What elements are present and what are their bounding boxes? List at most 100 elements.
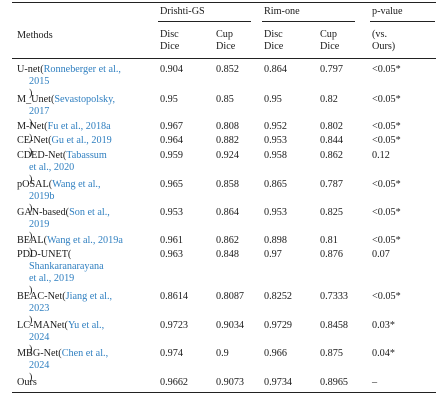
method-name: PDD-UNET( <box>17 249 72 260</box>
header-text: Disc <box>160 29 179 40</box>
method-line: pOSAL(Wang et al., <box>17 179 152 191</box>
disc-dice-rimone-cell: 0.966 <box>264 348 287 359</box>
method-paren: ) <box>29 285 33 296</box>
cup-dice-rimone-cell: 0.7333 <box>320 291 349 302</box>
citation-link[interactable]: 2015 <box>29 76 50 87</box>
cup-dice-drishti-cell: 0.85 <box>216 94 234 105</box>
cup-dice-rimone-cell: 0.862 <box>320 150 343 161</box>
citation-link[interactable]: Tabassum <box>66 150 107 161</box>
group-rule-rimone <box>262 21 355 22</box>
citation-link[interactable]: 2024 <box>29 332 50 343</box>
p-value-cell: – <box>372 377 378 388</box>
method-paren: ) <box>29 133 33 144</box>
method-cell: BEAC-Net(Jiang et al., 2023) <box>17 291 152 327</box>
method-line: U-net(Ronneberger et al., <box>17 64 152 76</box>
cup-dice-drishti-cell: 0.862 <box>216 235 239 246</box>
cup-dice-rimone-cell: 0.787 <box>320 179 343 190</box>
disc-dice-rimone-cell: 0.9729 <box>264 320 293 331</box>
citation-link[interactable]: Gu et al., 2019 <box>51 135 112 146</box>
method-line: et al., 2020 <box>17 162 152 174</box>
disc-dice-drishti-cell: 0.961 <box>160 235 183 246</box>
citation-link[interactable]: Jiang et al., <box>65 291 113 302</box>
method-cell: U-net(Ronneberger et al., 2015) <box>17 64 152 100</box>
disc-dice-rimone-cell: 0.865 <box>264 179 287 190</box>
cup-dice-rimone-cell: 0.797 <box>320 64 343 75</box>
method-line: GAN-based(Son et al., <box>17 207 152 219</box>
citation-link[interactable]: et al., 2020 <box>29 162 75 173</box>
method-line: 2015 <box>17 76 152 88</box>
p-value-cell: 0.07 <box>372 249 390 260</box>
method-line: CE-Net(Gu et al., 2019 <box>17 135 152 147</box>
method-name: M-Net( <box>17 121 48 132</box>
group-rule-pvalue <box>370 21 435 22</box>
method-paren: ) <box>29 174 33 185</box>
table-top-rule <box>12 2 436 3</box>
header-p-value: p-value <box>372 6 403 17</box>
citation-link[interactable]: Wang et al., 2019a <box>47 235 123 246</box>
cup-dice-drishti-cell: 0.9034 <box>216 320 245 331</box>
p-value-cell: <0.05* <box>372 135 401 146</box>
header-text: Cup <box>216 29 233 40</box>
method-paren: ) <box>29 203 33 214</box>
method-line: 2019 <box>17 219 152 231</box>
citation-link[interactable]: 2019b <box>29 191 55 202</box>
header-vs-ours: (vs. Ours) <box>372 29 395 53</box>
citation-link[interactable]: Son et al., <box>69 207 110 218</box>
p-value-cell: <0.05* <box>372 64 401 75</box>
citation-link[interactable]: 2017 <box>29 106 50 117</box>
cup-dice-drishti-cell: 0.858 <box>216 179 239 190</box>
method-line: 2023 <box>17 303 152 315</box>
disc-dice-rimone-cell: 0.8252 <box>264 291 293 302</box>
header-text: Dice <box>160 41 180 52</box>
citation-link[interactable]: et al., 2019 <box>29 273 75 284</box>
disc-dice-drishti-cell: 0.974 <box>160 348 183 359</box>
cup-dice-rimone-cell: 0.875 <box>320 348 343 359</box>
disc-dice-rimone-cell: 0.9734 <box>264 377 293 388</box>
citation-link[interactable]: Yu et al., <box>67 320 105 331</box>
citation-link[interactable]: Shankaranarayana <box>29 261 104 272</box>
method-paren: ) <box>29 247 33 258</box>
method-line: ) <box>17 285 152 297</box>
p-value-cell: <0.05* <box>372 94 401 105</box>
method-line: M-Net(Fu et al., 2018a <box>17 121 152 133</box>
citation-link[interactable]: 2024 <box>29 360 50 371</box>
citation-link[interactable]: Chen et al., <box>61 348 109 359</box>
disc-dice-rimone-cell: 0.953 <box>264 207 287 218</box>
header-cup-dice-rimone: Cup Dice <box>320 29 339 53</box>
cup-dice-drishti-cell: 0.9073 <box>216 377 245 388</box>
method-line: Ours <box>17 377 152 389</box>
disc-dice-drishti-cell: 0.8614 <box>160 291 189 302</box>
citation-link[interactable]: Sevastopolsky, <box>54 94 116 105</box>
header-text: (vs. <box>372 29 387 40</box>
method-line: ) <box>17 344 152 356</box>
p-value-cell: <0.05* <box>372 121 401 132</box>
method-line: LC-MANet(Yu et al., <box>17 320 152 332</box>
disc-dice-drishti-cell: 0.963 <box>160 249 183 260</box>
citation-link[interactable]: Fu et al., 2018a <box>47 121 111 132</box>
method-line: ) <box>17 231 152 243</box>
method-paren: ) <box>29 315 33 326</box>
method-name: BEAL( <box>17 235 47 246</box>
header-text: Disc <box>264 29 283 40</box>
citation-link[interactable]: 2023 <box>29 303 50 314</box>
disc-dice-rimone-cell: 0.95 <box>264 94 282 105</box>
method-line: Shankaranarayana <box>17 261 152 273</box>
method-line: MBG-Net(Chen et al., <box>17 348 152 360</box>
method-name: MBG-Net( <box>17 348 62 359</box>
method-name: Ours <box>17 377 37 388</box>
method-line: 2024 <box>17 332 152 344</box>
method-paren: ) <box>29 147 33 158</box>
table-bottom-rule <box>12 392 436 393</box>
citation-link[interactable]: Wang et al., <box>52 179 101 190</box>
p-value-cell: 0.04* <box>372 348 395 359</box>
cup-dice-drishti-cell: 0.848 <box>216 249 239 260</box>
disc-dice-drishti-cell: 0.959 <box>160 150 183 161</box>
method-line: ) <box>17 174 152 186</box>
citation-link[interactable]: Ronneberger et al., <box>43 64 121 75</box>
disc-dice-drishti-cell: 0.904 <box>160 64 183 75</box>
method-name: BEAC-Net( <box>17 291 66 302</box>
citation-link[interactable]: 2019 <box>29 219 50 230</box>
cup-dice-rimone-cell: 0.876 <box>320 249 343 260</box>
method-line: PDD-UNET( <box>17 249 152 261</box>
method-line: ) <box>17 88 152 100</box>
